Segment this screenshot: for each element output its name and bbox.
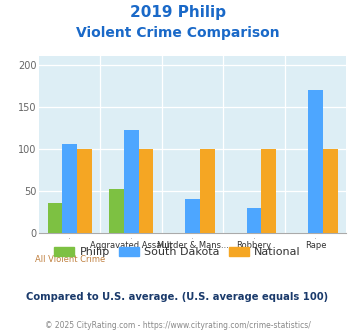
Bar [308, 90, 323, 233]
Bar [323, 148, 338, 233]
Bar [62, 144, 77, 233]
Text: Violent Crime Comparison: Violent Crime Comparison [76, 26, 279, 40]
Text: All Violent Crime: All Violent Crime [35, 255, 105, 264]
Text: Aggravated Assault: Aggravated Assault [90, 241, 173, 250]
Bar [109, 189, 124, 233]
Bar [185, 199, 200, 233]
Bar [124, 130, 138, 233]
Bar [48, 203, 62, 233]
Bar [77, 148, 92, 233]
Legend: Philip, South Dakota, National: Philip, South Dakota, National [50, 242, 305, 262]
Text: Compared to U.S. average. (U.S. average equals 100): Compared to U.S. average. (U.S. average … [26, 292, 329, 302]
Bar [261, 148, 276, 233]
Bar [138, 148, 153, 233]
Text: © 2025 CityRating.com - https://www.cityrating.com/crime-statistics/: © 2025 CityRating.com - https://www.city… [45, 321, 310, 330]
Text: Robbery: Robbery [236, 241, 272, 250]
Bar [247, 208, 261, 233]
Text: Murder & Mans...: Murder & Mans... [157, 241, 229, 250]
Text: 2019 Philip: 2019 Philip [130, 5, 225, 20]
Text: Rape: Rape [305, 241, 326, 250]
Bar [200, 148, 215, 233]
